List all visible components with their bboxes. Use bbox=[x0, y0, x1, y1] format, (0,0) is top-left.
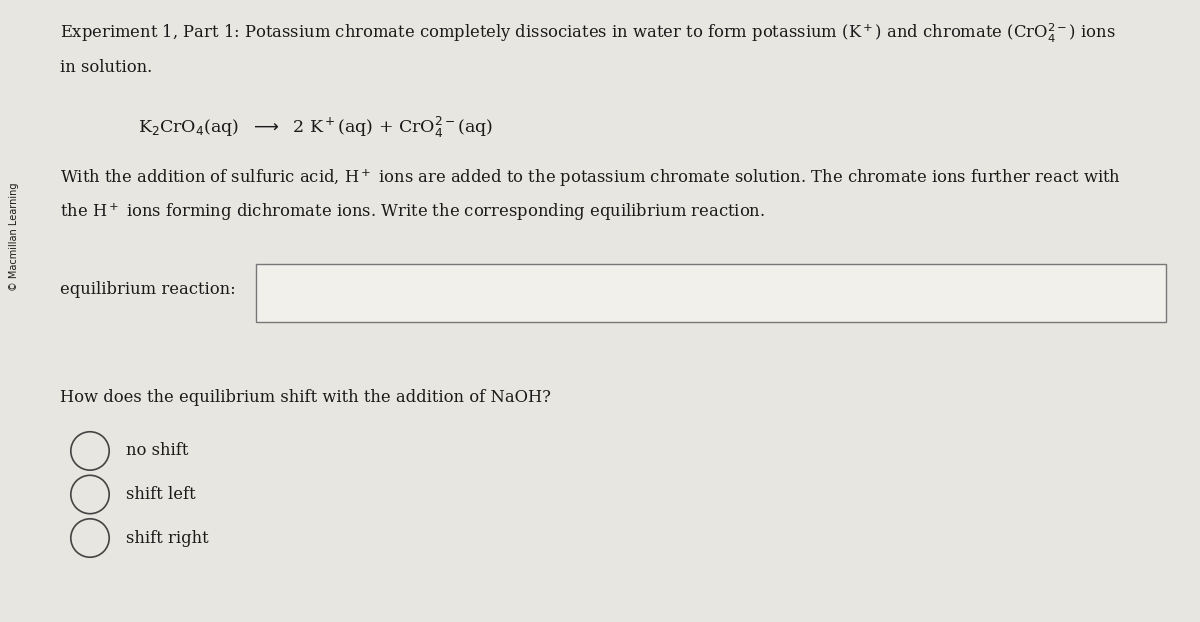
Text: Experiment 1, Part 1: Potassium chromate completely dissociates in water to form: Experiment 1, Part 1: Potassium chromate… bbox=[60, 22, 1116, 45]
Text: the H$^+$ ions forming dichromate ions. Write the corresponding equilibrium reac: the H$^+$ ions forming dichromate ions. … bbox=[60, 202, 766, 223]
Text: With the addition of sulfuric acid, H$^+$ ions are added to the potassium chroma: With the addition of sulfuric acid, H$^+… bbox=[60, 168, 1121, 189]
Text: no shift: no shift bbox=[126, 442, 188, 460]
Text: shift right: shift right bbox=[126, 529, 209, 547]
Text: shift left: shift left bbox=[126, 486, 196, 503]
Text: equilibrium reaction:: equilibrium reaction: bbox=[60, 281, 235, 298]
Text: in solution.: in solution. bbox=[60, 59, 152, 76]
Text: © Macmillan Learning: © Macmillan Learning bbox=[10, 182, 19, 290]
Text: K$_2$CrO$_4$(aq)  $\longrightarrow$  2 K$^+$(aq) + CrO$_4^{2-}$(aq): K$_2$CrO$_4$(aq) $\longrightarrow$ 2 K$^… bbox=[138, 115, 493, 140]
FancyBboxPatch shape bbox=[256, 264, 1166, 322]
Text: How does the equilibrium shift with the addition of NaOH?: How does the equilibrium shift with the … bbox=[60, 389, 551, 406]
